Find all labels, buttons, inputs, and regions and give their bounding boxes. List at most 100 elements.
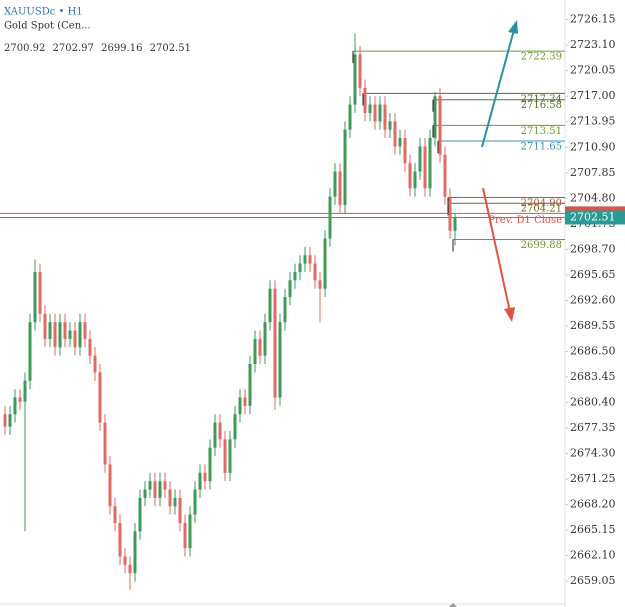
y-tick-label: 2668.20 (570, 498, 616, 511)
level-label: 2699.88 (521, 240, 562, 251)
candle-body (143, 489, 147, 498)
candle-body (23, 380, 27, 402)
candle-body (338, 171, 342, 206)
prev-close-label: Prev. D1 Close (488, 215, 562, 226)
candle-body (308, 255, 312, 264)
y-tick-label: 2695.65 (570, 268, 616, 281)
time-marker (449, 603, 457, 607)
candle-body (103, 422, 107, 465)
description: Gold Spot (Cen... (4, 21, 91, 32)
candle-body (373, 104, 377, 122)
candle-body (168, 489, 172, 507)
candle-body (153, 481, 157, 498)
candle-body (393, 121, 397, 147)
candle-body (98, 372, 102, 423)
candle-body (233, 414, 237, 440)
candle-body (258, 338, 262, 356)
candle-body (158, 481, 162, 498)
candle-body (388, 121, 392, 130)
candle-body (298, 263, 302, 272)
candle-body (378, 104, 382, 122)
close: 2702.51 (150, 43, 191, 54)
candle-body (178, 497, 182, 524)
candle-body (398, 138, 402, 147)
level-label: 2704.21 (521, 204, 562, 215)
candle-body (423, 146, 427, 189)
candle-body (223, 439, 227, 473)
candle-body (48, 322, 52, 339)
y-tick-label: 2713.95 (570, 115, 616, 128)
up-arrow (481, 20, 518, 148)
candle-body (363, 87, 367, 113)
candle-body (173, 497, 177, 507)
down-arrow (482, 187, 515, 322)
y-tick-label: 2720.05 (570, 64, 616, 77)
candle-body (53, 322, 57, 348)
candle-body (428, 138, 432, 189)
candle-body (433, 96, 437, 139)
level-label: 2713.51 (521, 126, 562, 137)
candle-body (413, 171, 417, 189)
candle-body (133, 531, 137, 574)
candle-body (83, 322, 87, 339)
symbol: XAUUSDc • H1 (4, 7, 83, 18)
candle-body (303, 255, 307, 264)
candle-body (273, 288, 277, 398)
candle-body (453, 217, 457, 231)
candle-body (88, 338, 92, 356)
candle-body (183, 523, 187, 549)
candle-body (203, 472, 207, 482)
y-tick-label: 2726.15 (570, 13, 616, 26)
price-axis: 2726.15 2723.10 2720.05 2717.00 2713.95 2710.… (565, 13, 625, 587)
candle-body (408, 163, 412, 189)
candle-body (163, 481, 167, 490)
candle-body (8, 414, 12, 427)
candle-body (348, 104, 352, 130)
low: 2699.16 (101, 43, 142, 54)
price-label: 2702.51 (570, 210, 616, 223)
y-tick-label: 2698.70 (570, 242, 616, 255)
candle-body (288, 280, 292, 298)
candle-body (358, 54, 362, 88)
candle-body (58, 322, 62, 348)
candle-body (68, 330, 72, 339)
candle-body (118, 523, 122, 557)
candle-body (13, 397, 17, 415)
candle-body (218, 422, 222, 440)
candle-body (328, 196, 332, 239)
candle-body (293, 271, 297, 281)
candle-body (368, 104, 372, 113)
candle-body (418, 146, 422, 172)
level-label: 2711.65 (521, 141, 562, 152)
open: 2700.92 (4, 43, 45, 54)
y-tick-label: 2707.85 (570, 166, 616, 179)
candle-body (438, 96, 442, 155)
candle-body (148, 481, 152, 490)
candle-body (193, 489, 197, 515)
candle-body (123, 556, 127, 565)
y-tick-label: 2686.50 (570, 344, 616, 357)
candle-body (263, 322, 267, 356)
candle-body (18, 397, 22, 402)
candle-body (63, 322, 67, 339)
candle-body (283, 297, 287, 323)
candle-body (33, 271, 37, 323)
y-tick-label: 2717.00 (570, 89, 616, 102)
candle-body (268, 288, 272, 323)
candle-body (353, 54, 357, 105)
y-tick-label: 2710.90 (570, 140, 616, 153)
candle-body (78, 322, 82, 348)
candle-body (28, 322, 32, 381)
y-tick-label: 2692.60 (570, 293, 616, 306)
candle-body (228, 439, 232, 473)
candle-body (188, 514, 192, 549)
y-tick-label: 2659.05 (570, 574, 616, 587)
candle-body (108, 464, 112, 507)
candle-body (383, 104, 387, 130)
level-label: 2722.39 (521, 52, 562, 63)
candle-body (208, 447, 212, 482)
price-box (565, 210, 625, 225)
y-tick-label: 2662.10 (570, 549, 616, 562)
